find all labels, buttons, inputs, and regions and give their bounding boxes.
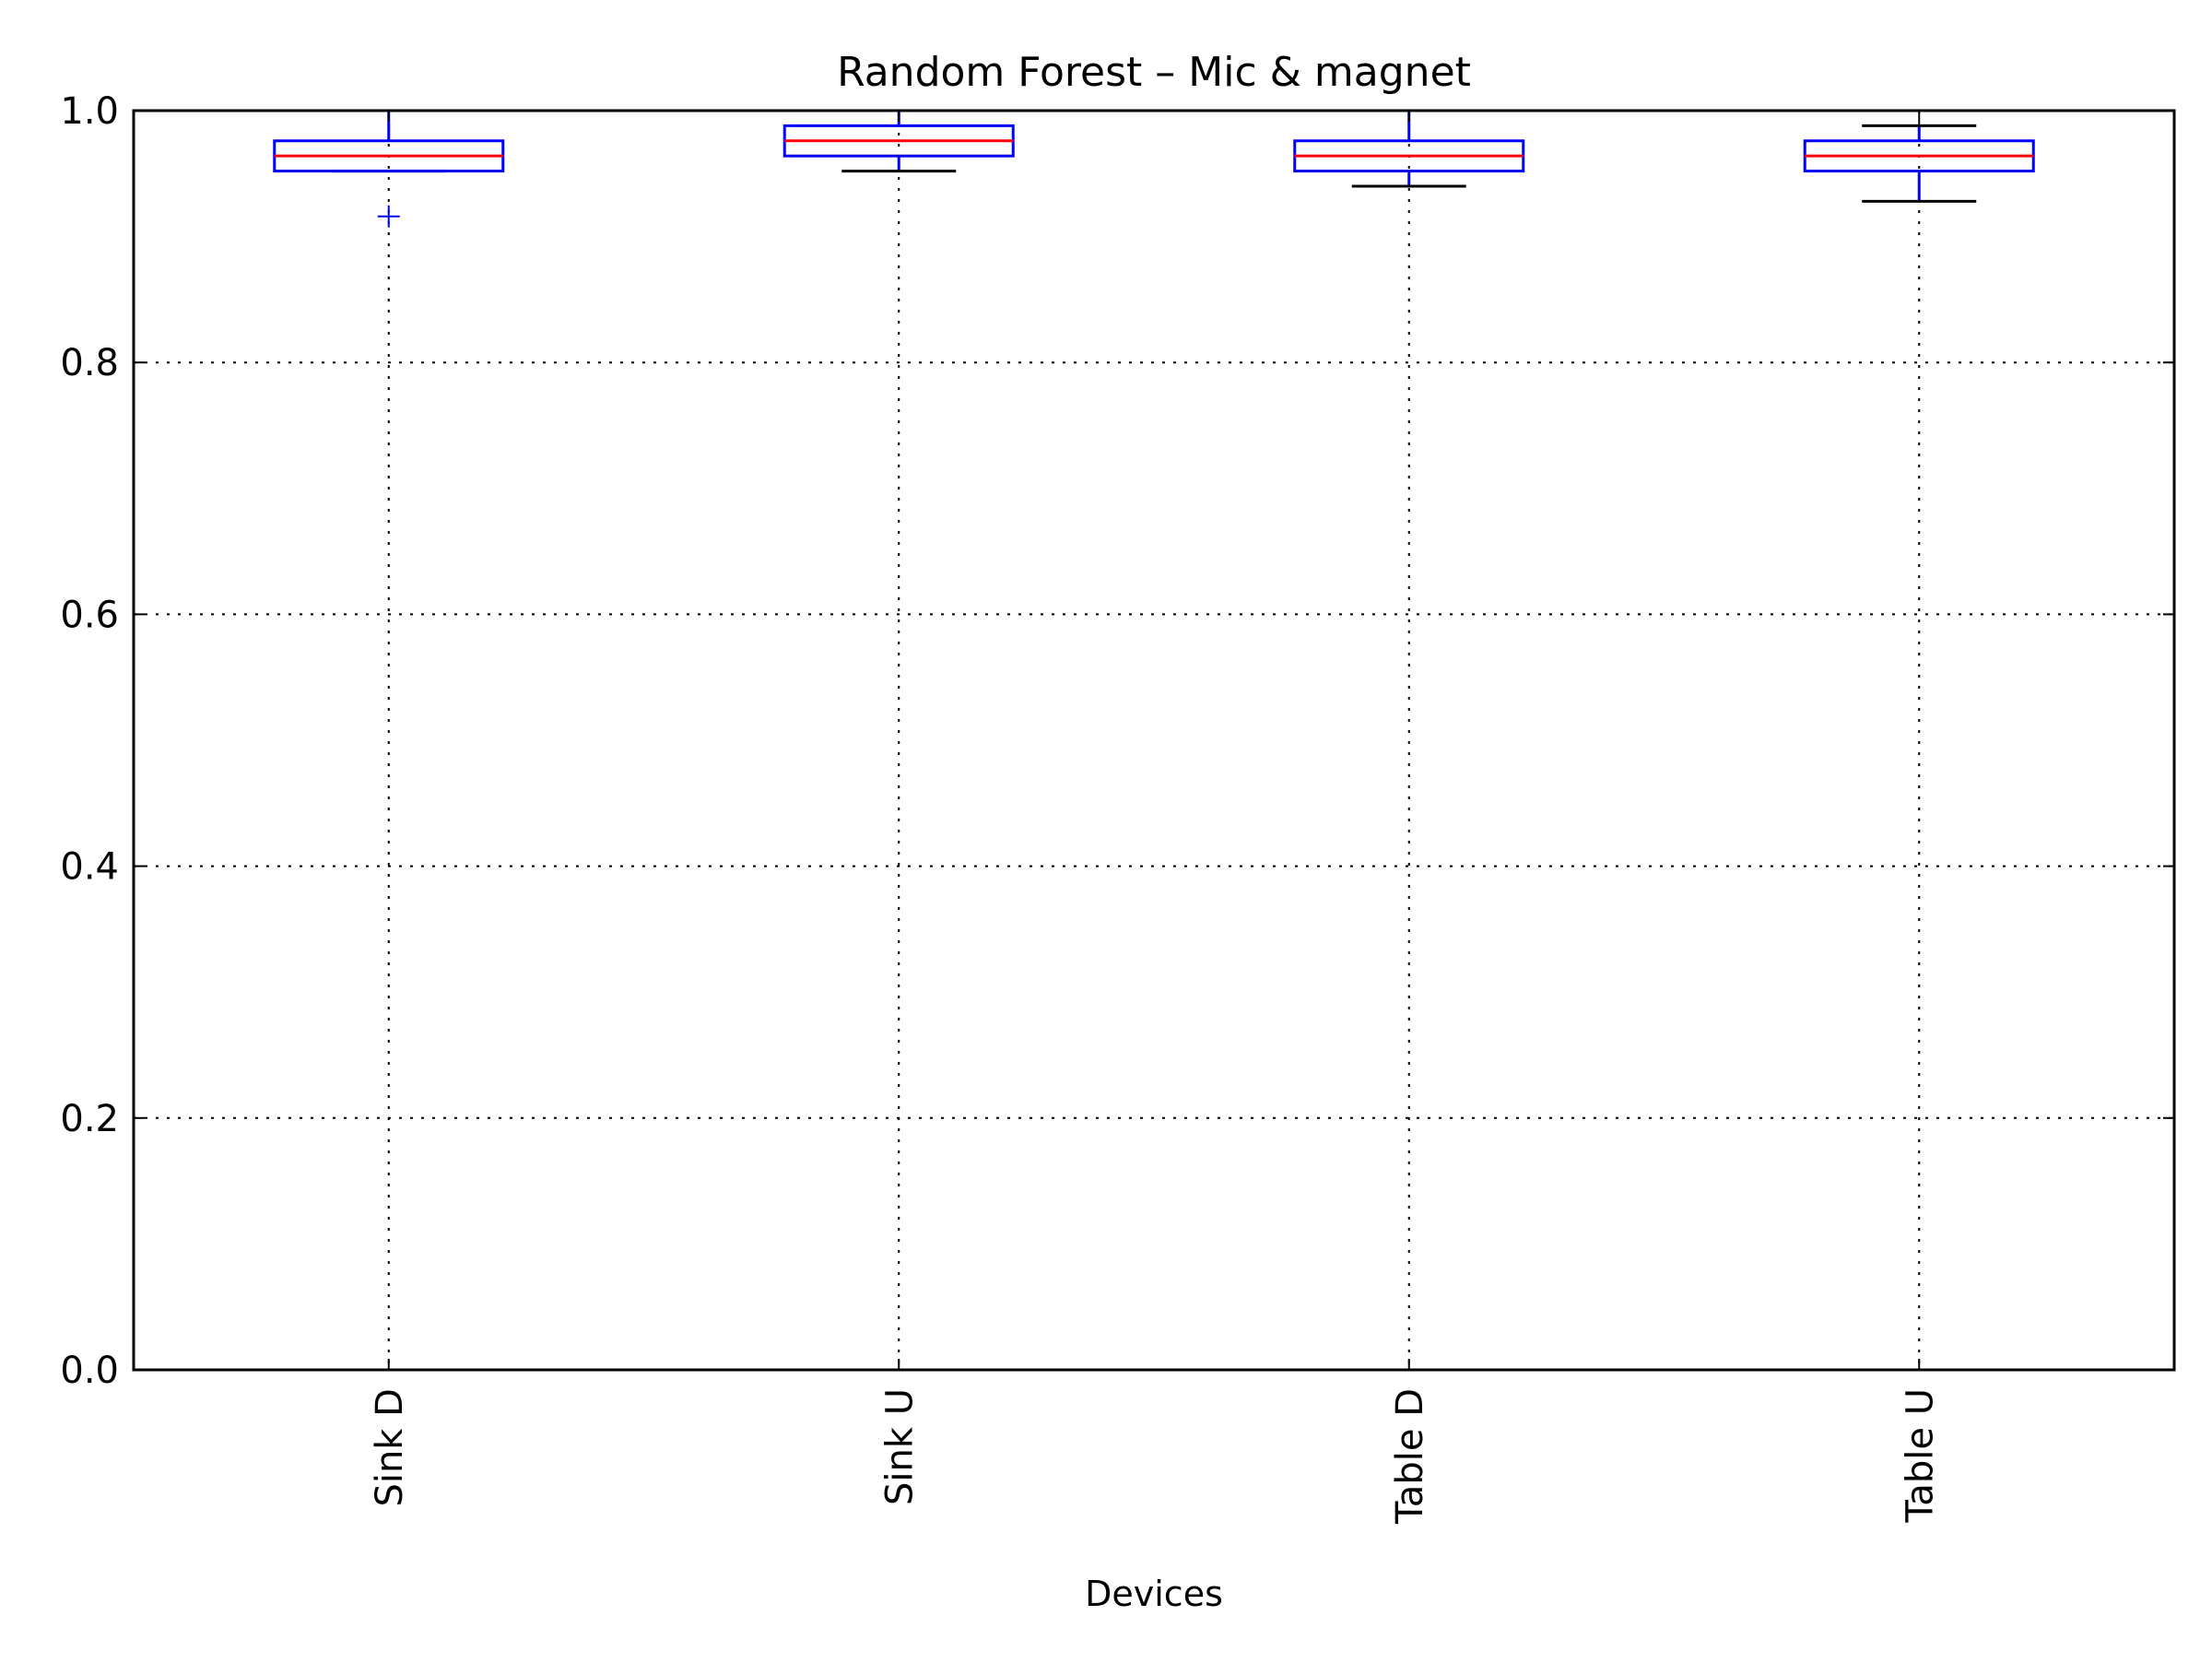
y-tick-label: 0.8	[60, 342, 119, 384]
axis-ticks: 0.0 0.2 0.4 0.6 0.8 1.0 Sink D Sink U Table D Tab…	[60, 90, 2174, 1525]
chart-title: Random Forest – Mic & magnet	[837, 49, 1471, 96]
x-tick-label: Table D	[1389, 1388, 1431, 1525]
outlier-marker	[377, 205, 400, 228]
plot-area-frame	[132, 109, 2176, 1372]
x-tick-label: Table U	[1899, 1388, 1941, 1523]
x-axis-label: Devices	[1085, 1574, 1223, 1614]
x-tick-label: Sink U	[878, 1388, 921, 1505]
y-tick-label: 0.4	[60, 846, 119, 889]
y-tick-label: 0.2	[60, 1098, 119, 1140]
x-tick-label: Sink D	[369, 1388, 411, 1507]
y-tick-label: 1.0	[60, 90, 119, 133]
y-tick-label: 0.6	[60, 594, 119, 636]
grid-lines	[134, 111, 2174, 1370]
y-tick-label: 0.0	[60, 1350, 119, 1392]
box-table-u	[1803, 124, 2035, 203]
